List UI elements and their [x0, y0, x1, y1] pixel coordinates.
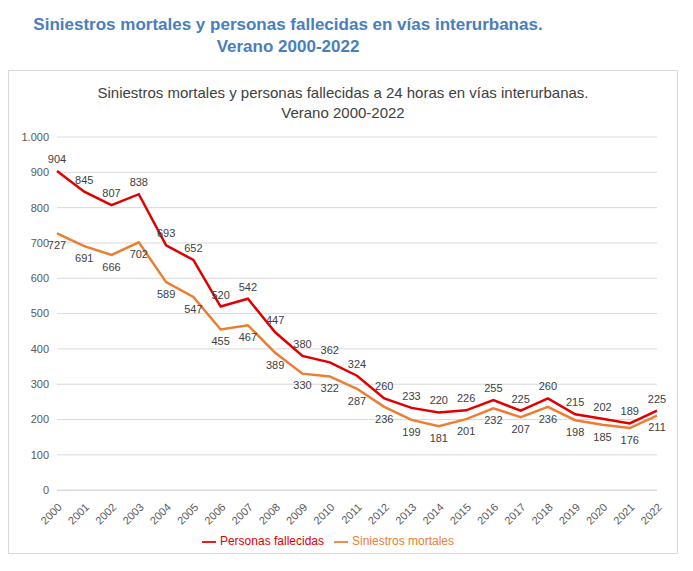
svg-text:904: 904 — [48, 153, 66, 165]
svg-text:400: 400 — [31, 343, 49, 355]
svg-text:800: 800 — [31, 202, 49, 214]
svg-text:542: 542 — [239, 281, 257, 293]
svg-text:211: 211 — [648, 421, 666, 433]
svg-text:2006: 2006 — [202, 501, 228, 527]
html-text:Siniestros mortales y personas: Siniestros mortales y personas fallecida… — [97, 84, 589, 121]
svg-text:255: 255 — [484, 382, 502, 394]
svg-text:600: 600 — [31, 272, 49, 284]
svg-text:207: 207 — [511, 423, 529, 435]
svg-text:100: 100 — [31, 449, 49, 461]
svg-text:2018: 2018 — [529, 501, 555, 527]
svg-text:200: 200 — [31, 413, 49, 425]
svg-text:198: 198 — [566, 426, 584, 438]
svg-text:2015: 2015 — [447, 501, 473, 527]
svg-text:226: 226 — [457, 392, 475, 404]
svg-text:287: 287 — [348, 395, 366, 407]
svg-text:2019: 2019 — [556, 501, 582, 527]
svg-text:0: 0 — [43, 484, 49, 496]
svg-text:2021: 2021 — [611, 501, 637, 527]
svg-text:691: 691 — [75, 252, 93, 264]
svg-text:260: 260 — [375, 380, 393, 392]
svg-text:324: 324 — [348, 358, 366, 370]
svg-text:362: 362 — [321, 344, 339, 356]
svg-text:2010: 2010 — [311, 501, 337, 527]
svg-text:2002: 2002 — [93, 501, 119, 527]
svg-text:215: 215 — [566, 396, 584, 408]
svg-text:467: 467 — [239, 331, 257, 343]
svg-text:2012: 2012 — [366, 501, 392, 527]
svg-text:652: 652 — [184, 242, 202, 254]
svg-text:225: 225 — [511, 393, 529, 405]
svg-text:845: 845 — [75, 174, 93, 186]
svg-text:727: 727 — [48, 239, 66, 251]
svg-text:2014: 2014 — [420, 501, 446, 527]
svg-text:455: 455 — [211, 335, 229, 347]
svg-text:700: 700 — [31, 237, 49, 249]
html-text:Personas fallecidas: Personas fallecidas — [219, 534, 324, 549]
svg-text:2011: 2011 — [339, 501, 364, 526]
svg-text:589: 589 — [157, 288, 175, 300]
svg-text:2017: 2017 — [502, 501, 528, 527]
svg-text:900: 900 — [31, 166, 49, 178]
svg-text:199: 199 — [402, 426, 420, 438]
svg-text:447: 447 — [266, 314, 284, 326]
svg-text:2004: 2004 — [147, 501, 173, 527]
svg-text:389: 389 — [266, 359, 284, 371]
svg-text:189: 189 — [621, 405, 639, 417]
svg-text:500: 500 — [31, 307, 49, 319]
svg-text:181: 181 — [430, 432, 448, 444]
svg-text:2008: 2008 — [256, 501, 282, 527]
svg-text:2001: 2001 — [66, 501, 92, 527]
svg-text:236: 236 — [539, 413, 557, 425]
svg-text:2005: 2005 — [175, 501, 201, 527]
svg-text:322: 322 — [321, 382, 339, 394]
svg-text:807: 807 — [102, 187, 120, 199]
svg-text:220: 220 — [430, 394, 448, 406]
svg-text:236: 236 — [375, 413, 393, 425]
html-text:Siniestros mortales y personas: Siniestros mortales y personas fallecida… — [33, 15, 543, 56]
svg-text:2009: 2009 — [284, 501, 310, 527]
svg-text:547: 547 — [184, 303, 202, 315]
svg-text:2016: 2016 — [475, 501, 501, 527]
svg-text:838: 838 — [130, 176, 148, 188]
svg-text:520: 520 — [211, 289, 229, 301]
svg-text:260: 260 — [539, 380, 557, 392]
svg-text:2013: 2013 — [393, 501, 419, 527]
svg-text:2022: 2022 — [638, 501, 664, 527]
svg-text:2003: 2003 — [120, 501, 146, 527]
svg-text:185: 185 — [593, 431, 611, 443]
svg-text:693: 693 — [157, 227, 175, 239]
svg-text:1.000: 1.000 — [21, 131, 49, 143]
svg-text:225: 225 — [648, 393, 666, 405]
svg-text:202: 202 — [593, 401, 611, 413]
svg-text:2007: 2007 — [229, 501, 255, 527]
svg-text:233: 233 — [402, 390, 420, 402]
html-text:Siniestros mortales: Siniestros mortales — [352, 534, 454, 549]
svg-text:380: 380 — [293, 338, 311, 350]
svg-text:232: 232 — [484, 414, 502, 426]
svg-text:666: 666 — [102, 261, 120, 273]
svg-text:2020: 2020 — [584, 501, 610, 527]
svg-text:702: 702 — [130, 248, 148, 260]
svg-text:2000: 2000 — [38, 501, 64, 527]
svg-text:201: 201 — [457, 425, 475, 437]
svg-text:176: 176 — [621, 434, 639, 446]
svg-text:300: 300 — [31, 378, 49, 390]
svg-text:330: 330 — [293, 379, 311, 391]
